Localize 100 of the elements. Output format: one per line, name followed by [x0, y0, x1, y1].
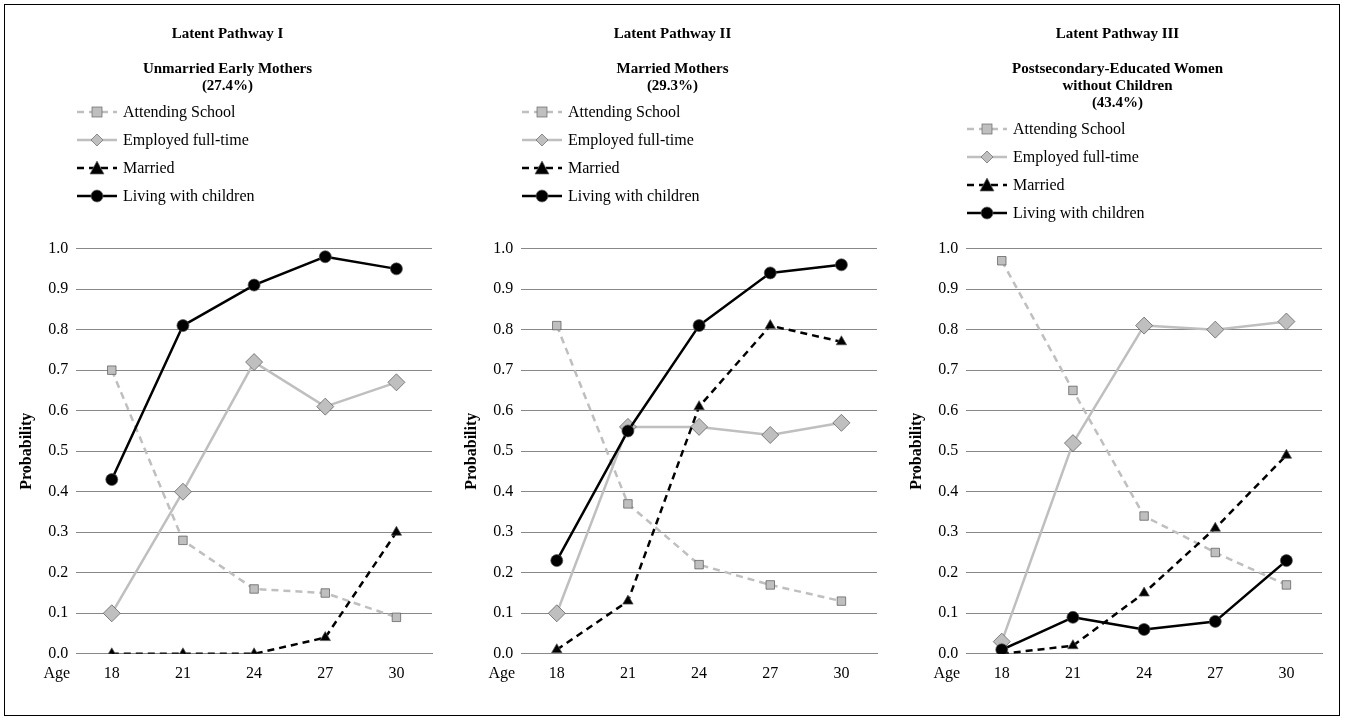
y-tick-label: 0.8: [493, 319, 514, 337]
point: [552, 321, 562, 331]
point: [316, 397, 335, 416]
point: [102, 604, 121, 623]
y-tick-label: 0.1: [493, 603, 514, 621]
x-axis-title: Age: [43, 664, 71, 682]
y-tick-label: 0.7: [493, 360, 514, 378]
point: [765, 580, 775, 590]
y-axis-title: Probability: [16, 412, 35, 490]
x-tick-label: 18: [993, 663, 1010, 681]
point: [997, 256, 1007, 266]
chart-title: Latent Pathway II: [612, 25, 733, 42]
legend-label: Attending School: [568, 103, 681, 121]
point: [621, 424, 635, 438]
point: [1066, 610, 1080, 624]
y-tick-label: 0.1: [48, 603, 69, 621]
point: [1281, 580, 1292, 590]
y-tick-label: 1.0: [48, 238, 69, 256]
legend-label: Married: [123, 159, 175, 177]
point: [387, 373, 406, 392]
y-tick-label: 0.0: [938, 644, 959, 661]
point: [319, 631, 331, 641]
point: [178, 535, 188, 545]
y-tick-label: 0.3: [493, 522, 514, 540]
point: [1135, 316, 1153, 335]
chart-title: Latent Pathway I: [170, 25, 285, 42]
point: [1280, 448, 1292, 459]
y-tick-label: 0.5: [493, 441, 514, 459]
legend-label: Married: [1013, 176, 1065, 194]
x-tick-label: 27: [762, 663, 779, 681]
legend-label: Attending School: [123, 103, 236, 121]
x-tick-label: 21: [1064, 663, 1081, 681]
chart-subtitle: Unmarried Early Mothers (27.4%): [141, 60, 314, 94]
point: [1068, 385, 1078, 396]
chart-subtitle: Postsecondary-Educated Women without Children (43.4%): [1011, 60, 1224, 111]
y-tick-label: 0.6: [938, 400, 959, 418]
point: [623, 499, 633, 509]
point: [1139, 511, 1149, 521]
y-axis-title: Probability: [461, 412, 480, 490]
legend-label: Married: [568, 159, 620, 177]
point: [1208, 615, 1222, 628]
y-tick-label: 0.9: [493, 279, 514, 297]
y-tick-label: 0.8: [48, 319, 69, 337]
point: [693, 400, 705, 410]
point: [1064, 434, 1082, 452]
point: [995, 643, 1009, 654]
y-axis-title: Probability: [906, 412, 925, 490]
point: [836, 596, 847, 606]
point: [1277, 312, 1296, 331]
x-axis-title: Age: [933, 664, 961, 682]
y-tick-label: 0.4: [493, 481, 514, 499]
x-tick-label: 18: [548, 663, 565, 681]
y-tick-label: 0.8: [938, 319, 959, 337]
chart-subtitle: Married Mothers (29.3%): [615, 60, 730, 94]
point: [1137, 623, 1151, 636]
y-tick-label: 0.0: [48, 644, 69, 661]
y-tick-label: 0.7: [938, 360, 959, 378]
point: [1138, 586, 1150, 597]
point: [622, 594, 634, 605]
point: [176, 319, 190, 332]
point: [318, 250, 332, 264]
y-tick-label: 0.2: [48, 562, 69, 580]
y-tick-label: 0.0: [493, 644, 514, 661]
y-tick-label: 0.4: [938, 481, 959, 499]
y-tick-label: 0.2: [938, 562, 959, 580]
legend-label: Employed full-time: [123, 131, 249, 149]
x-tick-label: 24: [691, 663, 708, 681]
point: [551, 643, 563, 654]
point: [694, 560, 704, 570]
point: [390, 525, 402, 536]
point: [835, 335, 847, 346]
point: [174, 482, 192, 501]
point: [832, 413, 851, 432]
y-tick-label: 0.6: [48, 400, 69, 418]
x-tick-label: 27: [1207, 663, 1224, 681]
y-tick-label: 1.0: [938, 238, 959, 256]
point: [320, 588, 330, 598]
point: [761, 426, 780, 444]
x-tick-label: 27: [317, 663, 334, 681]
x-tick-label: 24: [246, 663, 263, 681]
legend-label: Employed full-time: [1013, 148, 1139, 166]
point: [763, 266, 777, 280]
y-tick-label: 0.6: [493, 400, 514, 418]
point: [764, 319, 776, 329]
y-tick-label: 0.9: [48, 279, 69, 297]
y-tick-label: 0.5: [938, 441, 959, 459]
x-tick-label: 30: [833, 663, 850, 681]
point: [247, 278, 261, 292]
legend-label: Living with children: [1013, 204, 1145, 222]
x-tick-label: 30: [1278, 663, 1295, 681]
point: [1209, 521, 1221, 532]
point: [692, 319, 706, 332]
y-tick-label: 0.9: [938, 279, 959, 297]
y-tick-label: 0.4: [48, 481, 69, 499]
y-tick-label: 0.3: [938, 522, 959, 540]
y-tick-label: 0.1: [938, 603, 959, 621]
y-tick-label: 1.0: [493, 238, 514, 256]
point: [835, 258, 848, 272]
legend-label: Living with children: [568, 187, 700, 205]
point: [1210, 547, 1220, 558]
